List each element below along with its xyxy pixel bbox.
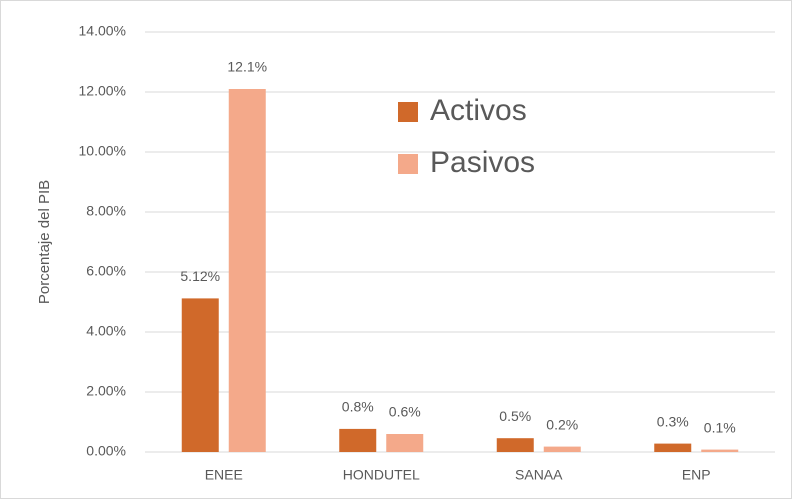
y-tick-label: 2.00% <box>86 383 126 399</box>
data-label: 0.2% <box>546 416 578 432</box>
y-tick-label: 14.00% <box>79 23 126 39</box>
data-label: 0.6% <box>389 404 421 420</box>
bar <box>701 449 739 452</box>
data-label: 0.8% <box>342 399 374 415</box>
data-label: 0.3% <box>657 413 689 429</box>
y-tick-label: 4.00% <box>86 323 126 339</box>
data-label: 0.5% <box>499 408 531 424</box>
x-tick-label: SANAA <box>515 467 563 483</box>
data-label: 5.12% <box>180 268 220 284</box>
legend-swatch <box>398 154 418 174</box>
bar <box>654 443 692 452</box>
legend-swatch <box>398 102 418 122</box>
legend-label: Pasivos <box>430 146 535 179</box>
bar <box>543 446 581 452</box>
y-tick-label: 6.00% <box>86 263 126 279</box>
bar <box>339 428 377 452</box>
bar <box>386 434 424 452</box>
y-tick-label: 10.00% <box>79 143 126 159</box>
bar <box>228 89 266 452</box>
x-tick-label: HONDUTEL <box>343 467 420 483</box>
y-tick-label: 12.00% <box>79 83 126 99</box>
legend-label: Activos <box>430 94 527 127</box>
y-tick-label: 8.00% <box>86 203 126 219</box>
x-tick-label: ENP <box>682 467 711 483</box>
y-axis-title: Porcentaje del PIB <box>36 180 53 304</box>
x-tick-label: ENEE <box>205 467 243 483</box>
y-tick-label: 0.00% <box>86 443 126 459</box>
bar <box>496 438 534 452</box>
data-label: 0.1% <box>704 419 736 435</box>
data-label: 12.1% <box>227 59 267 75</box>
bar <box>181 298 219 452</box>
